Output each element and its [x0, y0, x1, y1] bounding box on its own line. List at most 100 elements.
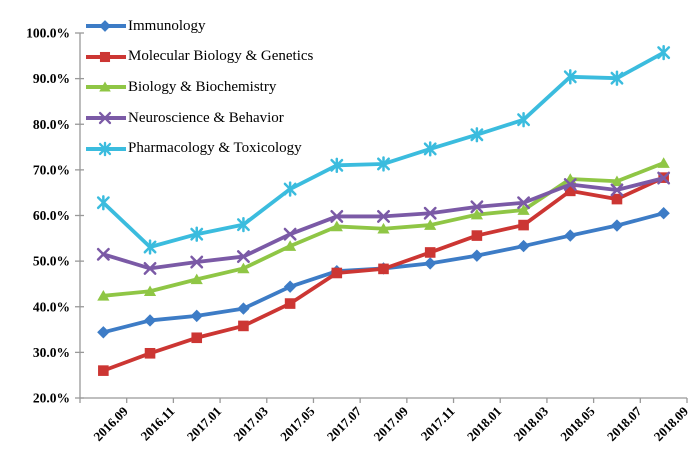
marker-x	[563, 178, 577, 191]
legend-item-biology-biochemistry: Biology & Biochemistry	[86, 72, 313, 103]
marker-triangle	[99, 81, 111, 93]
y-tick-label: 100.0%	[26, 26, 70, 41]
legend: Immunology Molecular Biology & Genetics Bi…	[86, 11, 313, 164]
marker-square	[144, 347, 156, 359]
marker-x	[657, 171, 671, 185]
marker-x	[283, 227, 297, 241]
marker-diamond	[470, 249, 484, 262]
x-tick-label: 2018.05	[557, 403, 598, 444]
marker-triangle	[237, 262, 250, 274]
marker-asterisk	[610, 70, 624, 86]
x-tick-label: 2018.07	[604, 403, 645, 444]
marker-asterisk	[330, 157, 344, 173]
marker-square	[238, 320, 249, 332]
x-tick-label: 2017.07	[324, 403, 365, 444]
marker-asterisk	[517, 112, 531, 128]
marker-diamond	[564, 229, 577, 242]
marker-asterisk	[143, 239, 157, 255]
legend-item-molecular-biology-genetics: Molecular Biology & Genetics	[86, 42, 313, 73]
marker-diamond	[610, 219, 624, 232]
marker-square	[424, 247, 436, 258]
x-tick-label: 2017.11	[418, 404, 458, 444]
marker-square	[611, 193, 623, 205]
x-tick-label: 2017.09	[370, 403, 411, 444]
marker-x	[610, 183, 624, 197]
marker-diamond	[657, 207, 670, 220]
marker-square	[191, 332, 203, 344]
legend-swatch-immunology	[86, 20, 126, 33]
marker-triangle	[517, 204, 530, 215]
marker-triangle	[284, 240, 297, 251]
marker-triangle	[330, 220, 343, 232]
marker-square	[471, 230, 483, 241]
y-tick-label: 50.0%	[33, 254, 70, 269]
x-tick-label: 2017.01	[184, 404, 224, 444]
marker-diamond	[190, 309, 203, 323]
marker-x	[377, 209, 390, 223]
legend-swatch-biology-biochemistry	[86, 81, 126, 93]
marker-asterisk	[98, 141, 112, 156]
x-tick-label: 2017.05	[277, 403, 318, 444]
marker-diamond	[237, 302, 250, 315]
legend-swatch-molecular-biology-genetics	[86, 51, 126, 62]
marker-square	[331, 267, 343, 279]
y-tick-label: 70.0%	[33, 162, 70, 177]
marker-x	[470, 200, 484, 214]
marker-x	[98, 111, 112, 125]
legend-item-pharmacology-toxicology: Pharmacology & Toxicology	[86, 133, 313, 164]
marker-square	[99, 51, 111, 62]
marker-triangle	[190, 273, 203, 285]
legend-swatch-neuroscience-behavior	[86, 111, 126, 125]
marker-asterisk	[190, 226, 204, 242]
marker-x	[423, 206, 437, 220]
marker-diamond	[423, 257, 437, 270]
marker-x	[330, 209, 344, 223]
marker-triangle	[470, 208, 483, 220]
y-tick-label: 20.0%	[33, 391, 70, 406]
marker-x	[236, 250, 250, 264]
marker-x	[96, 247, 110, 261]
marker-diamond	[283, 280, 297, 293]
marker-square	[98, 365, 109, 376]
marker-square	[518, 219, 529, 231]
marker-asterisk	[236, 216, 250, 233]
legend-label-biology-biochemistry: Biology & Biochemistry	[128, 78, 277, 95]
marker-x	[517, 196, 531, 210]
marker-diamond	[517, 239, 530, 253]
marker-square	[284, 298, 296, 309]
marker-x	[190, 255, 204, 269]
marker-triangle	[377, 222, 390, 234]
marker-square	[378, 263, 389, 275]
marker-triangle	[610, 175, 624, 187]
series-molecular-biology-genetics	[98, 172, 669, 376]
marker-x	[143, 261, 157, 275]
series-pharmacology-toxicology	[96, 44, 671, 255]
marker-triangle	[97, 290, 110, 301]
y-tick-label: 60.0%	[33, 208, 70, 223]
marker-triangle	[424, 219, 437, 230]
legend-label-molecular-biology-genetics: Molecular Biology & Genetics	[128, 48, 314, 65]
y-tick-label: 90.0%	[33, 71, 70, 86]
y-tick-label: 30.0%	[33, 345, 70, 360]
marker-asterisk	[96, 195, 110, 211]
legend-label-immunology: Immunology	[128, 17, 206, 34]
marker-asterisk	[563, 69, 577, 85]
marker-triangle	[657, 157, 670, 168]
legend-swatch-pharmacology-toxicology	[86, 141, 126, 156]
legend-label-neuroscience-behavior: Neuroscience & Behavior	[128, 109, 284, 126]
marker-triangle	[143, 285, 157, 297]
legend-label-pharmacology-toxicology: Pharmacology & Toxicology	[128, 140, 302, 157]
x-tick-label: 2016.11	[138, 404, 178, 444]
marker-diamond	[143, 314, 157, 327]
x-tick-label: 2017.03	[230, 403, 271, 444]
marker-diamond	[99, 20, 111, 33]
marker-asterisk	[657, 44, 671, 61]
y-tick-label: 40.0%	[33, 299, 70, 314]
series-neuroscience-behavior	[96, 171, 671, 275]
marker-asterisk	[283, 181, 297, 197]
marker-asterisk	[470, 127, 484, 143]
series-biology-biochemistry	[97, 157, 670, 301]
marker-asterisk	[377, 156, 390, 172]
